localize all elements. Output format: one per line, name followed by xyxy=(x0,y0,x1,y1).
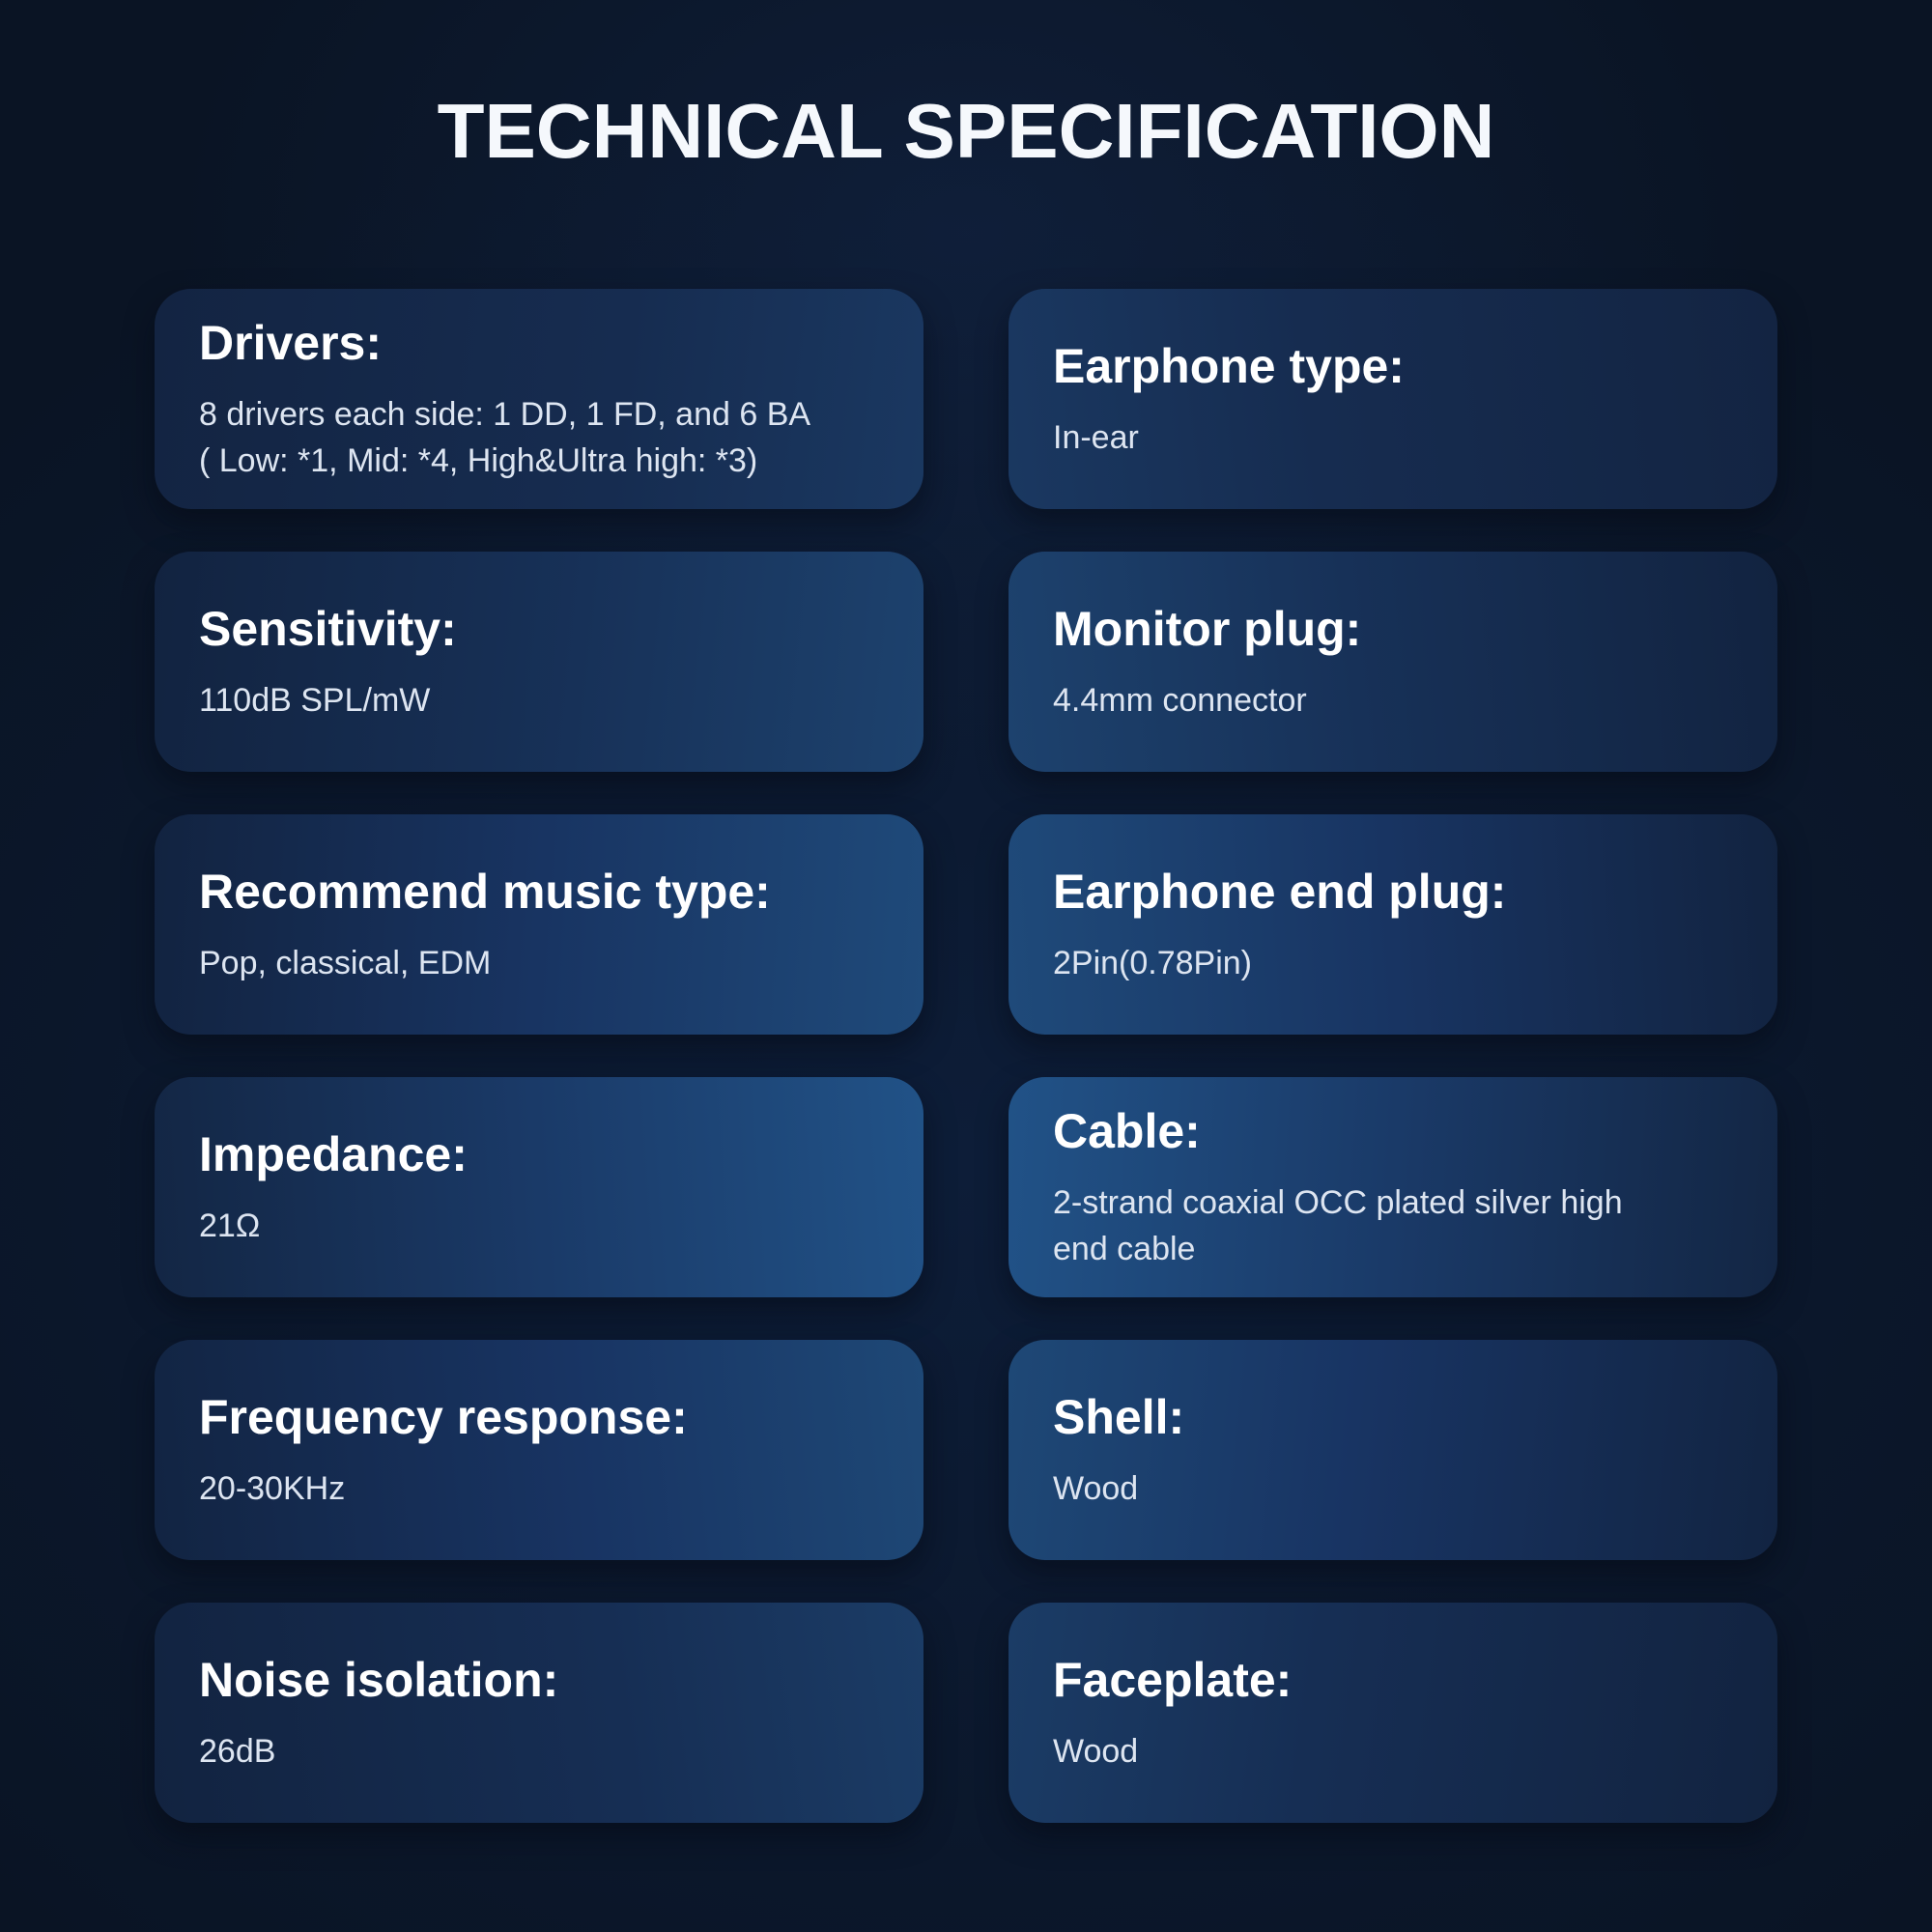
spec-card-impedance: Impedance: 21Ω xyxy=(155,1077,923,1297)
spec-card-monitor-plug: Monitor plug: 4.4mm connector xyxy=(1009,552,1777,772)
spec-heading-earphone-type: Earphone type: xyxy=(1053,339,1405,393)
spec-heading-shell: Shell: xyxy=(1053,1390,1185,1444)
spec-card-earphone-type: Earphone type: In-ear xyxy=(1009,289,1777,509)
spec-heading-sensitivity: Sensitivity: xyxy=(199,602,457,656)
spec-card-end-plug: Earphone end plug: 2Pin(0.78Pin) xyxy=(1009,814,1777,1035)
spec-card-faceplate: Faceplate: Wood xyxy=(1009,1603,1777,1823)
spec-value-monitor-plug: 4.4mm connector xyxy=(1053,682,1307,719)
spec-heading-impedance: Impedance: xyxy=(199,1127,468,1181)
spec-value-music-type: Pop, classical, EDM xyxy=(199,945,492,981)
spec-card-drivers: Drivers: 8 drivers each side: 1 DD, 1 FD… xyxy=(155,289,923,509)
spec-card-shell: Shell: Wood xyxy=(1009,1340,1777,1560)
spec-value-drivers: 8 drivers each side: 1 DD, 1 FD, and 6 B… xyxy=(199,396,811,479)
spec-card-sensitivity: Sensitivity: 110dB SPL/mW xyxy=(155,552,923,772)
spec-value-frequency-response: 20-30KHz xyxy=(199,1470,346,1507)
spec-value-earphone-type: In-ear xyxy=(1053,419,1139,456)
spec-card-noise-isolation: Noise isolation: 26dB xyxy=(155,1603,923,1823)
spec-value-cable: 2-strand coaxial OCC plated silver high … xyxy=(1053,1184,1623,1267)
spec-heading-drivers: Drivers: xyxy=(199,316,382,370)
spec-card-frequency-response: Frequency response: 20-30KHz xyxy=(155,1340,923,1560)
spec-card-music-type: Recommend music type: Pop, classical, ED… xyxy=(155,814,923,1035)
spec-heading-faceplate: Faceplate: xyxy=(1053,1653,1293,1707)
spec-value-sensitivity: 110dB SPL/mW xyxy=(199,682,431,719)
spec-value-end-plug: 2Pin(0.78Pin) xyxy=(1053,945,1253,981)
page-title: TECHNICAL SPECIFICATION xyxy=(437,88,1495,174)
spec-heading-monitor-plug: Monitor plug: xyxy=(1053,602,1362,656)
spec-value-impedance: 21Ω xyxy=(199,1208,261,1244)
spec-heading-end-plug: Earphone end plug: xyxy=(1053,865,1507,919)
spec-value-noise-isolation: 26dB xyxy=(199,1733,276,1770)
spec-card-cable: Cable: 2-strand coaxial OCC plated silve… xyxy=(1009,1077,1777,1297)
spec-card-grid: Drivers: 8 drivers each side: 1 DD, 1 FD… xyxy=(155,289,1777,1823)
spec-heading-music-type: Recommend music type: xyxy=(199,865,771,919)
spec-value-shell: Wood xyxy=(1053,1470,1139,1507)
spec-heading-cable: Cable: xyxy=(1053,1104,1201,1158)
spec-value-faceplate: Wood xyxy=(1053,1733,1139,1770)
spec-heading-frequency-response: Frequency response: xyxy=(199,1390,688,1444)
spec-heading-noise-isolation: Noise isolation: xyxy=(199,1653,559,1707)
